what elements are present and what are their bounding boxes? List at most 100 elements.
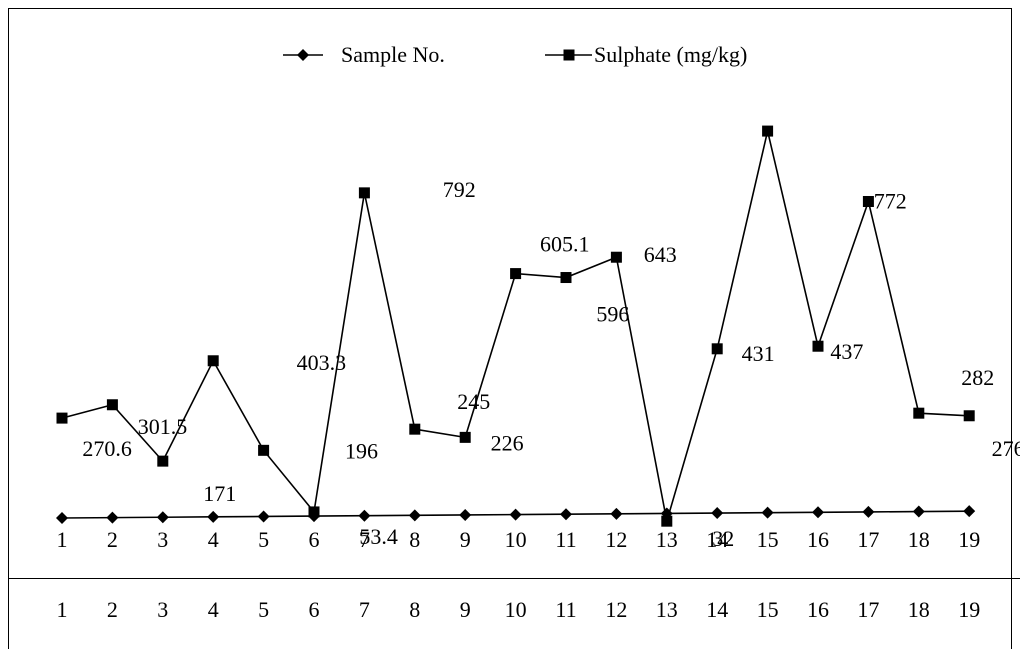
x-tick-label: 10 [505, 527, 527, 552]
sample-no-point [459, 508, 472, 521]
sample-no-point [257, 510, 270, 523]
x-tick-label: 1 [57, 527, 68, 552]
data-label: 226 [491, 430, 524, 455]
legend-label-sample-no: Sample No. [341, 42, 445, 67]
data-label: 772 [874, 188, 907, 213]
sulphate-point [157, 455, 169, 467]
sample-no-point [358, 509, 371, 522]
x-tick-label: 11 [555, 527, 576, 552]
sample-no-point [207, 510, 220, 523]
data-label: 196 [345, 438, 378, 463]
sample-no-point [56, 512, 68, 524]
sample-no-point [963, 505, 976, 518]
x-tick-label: 19 [958, 527, 980, 552]
table-cell: 10 [505, 597, 527, 622]
sample-no-point [912, 505, 925, 518]
sample-no-point [862, 505, 875, 518]
x-tick-label: 2 [107, 527, 118, 552]
data-label: 282 [961, 365, 994, 390]
sulphate-point [409, 423, 421, 435]
table-cell: 12 [605, 597, 627, 622]
sulphate-point [560, 272, 572, 284]
x-tick-label: 16 [807, 527, 829, 552]
x-tick-labels: 1 2 3 4 5 6 7 8 9 10 11 12 13 14 15 16 17 18 19 [57, 527, 981, 552]
data-label: 437 [830, 339, 863, 364]
series-markers [56, 125, 976, 527]
x-tick-label: 6 [309, 527, 320, 552]
data-label: 643 [644, 242, 677, 267]
data-label: 32 [712, 526, 734, 551]
data-label: 245 [457, 389, 490, 414]
x-tick-label: 8 [409, 527, 420, 552]
sulphate-point [510, 268, 522, 280]
x-tick-label: 13 [656, 527, 678, 552]
sample-no-point [408, 509, 421, 522]
x-tick-label: 9 [460, 527, 471, 552]
sulphate-point [207, 355, 219, 367]
sulphate-point [661, 515, 673, 527]
table-cell: 8 [409, 597, 420, 622]
data-label: 596 [596, 302, 629, 327]
sulphate-point [308, 506, 320, 518]
legend-label-sulphate: Sulphate (mg/kg) [594, 42, 747, 67]
data-table-row: 1 2 3 4 5 6 7 8 9 10 11 12 13 14 15 16 17 18 19 [57, 597, 981, 622]
data-labels: 270.6301.5171403.319653.4792245226605.15… [82, 177, 1020, 551]
sulphate-point [358, 187, 370, 199]
x-tick-label: 3 [157, 527, 168, 552]
data-label: 270.6 [82, 436, 131, 461]
sulphate-point [963, 410, 975, 422]
table-cell: 3 [157, 597, 168, 622]
sulphate-point [762, 125, 774, 137]
data-label: 431 [742, 341, 775, 366]
chart-frame [8, 8, 1012, 649]
sulphate-point [610, 251, 622, 263]
legend-marker-sulphate [563, 49, 575, 61]
table-cell: 4 [208, 597, 219, 622]
x-tick-label: 17 [857, 527, 879, 552]
x-tick-label: 5 [258, 527, 269, 552]
legend-marker-sample-no [297, 49, 309, 61]
sulphate-point [459, 431, 471, 443]
x-tick-label: 15 [757, 527, 779, 552]
x-tick-label: 14 [706, 527, 728, 552]
table-cell: 14 [706, 597, 728, 622]
sample-no-point [156, 511, 169, 524]
table-cell: 13 [656, 597, 678, 622]
legend: Sample No. Sulphate (mg/kg) [283, 42, 747, 67]
data-label: 605.1 [540, 232, 590, 257]
x-tick-label: 4 [208, 527, 219, 552]
sulphate-point [862, 195, 874, 207]
table-cell: 15 [757, 597, 779, 622]
table-cell: 5 [258, 597, 269, 622]
sample-no-point [560, 508, 572, 521]
table-cell: 2 [107, 597, 118, 622]
sulphate-point [258, 444, 270, 456]
x-tick-label: 7 [359, 527, 370, 552]
table-cell: 6 [309, 597, 320, 622]
sample-no-point [509, 508, 522, 521]
x-tick-label: 18 [908, 527, 930, 552]
x-tick-label: 12 [605, 527, 627, 552]
sulphate-point [812, 340, 824, 352]
sulphate-point [56, 412, 68, 424]
sulphate-point [711, 343, 723, 355]
table-cell: 16 [807, 597, 829, 622]
data-label: 301.5 [138, 414, 188, 439]
sample-no-point [610, 507, 623, 520]
series-line-sulphate [61, 130, 970, 522]
table-cell: 19 [958, 597, 980, 622]
table-cell: 9 [460, 597, 471, 622]
data-label: 171 [203, 481, 236, 506]
sample-no-point [812, 506, 824, 519]
sample-no-point [761, 506, 774, 519]
sulphate-point [913, 407, 925, 419]
sample-no-point [106, 511, 119, 524]
data-label: 53.4 [359, 524, 398, 549]
table-cell: 7 [359, 597, 370, 622]
data-label: 276 [992, 436, 1020, 461]
series-lines [61, 130, 970, 522]
table-cell: 18 [908, 597, 930, 622]
sulphate-point [106, 399, 118, 411]
table-cell: 11 [555, 597, 576, 622]
